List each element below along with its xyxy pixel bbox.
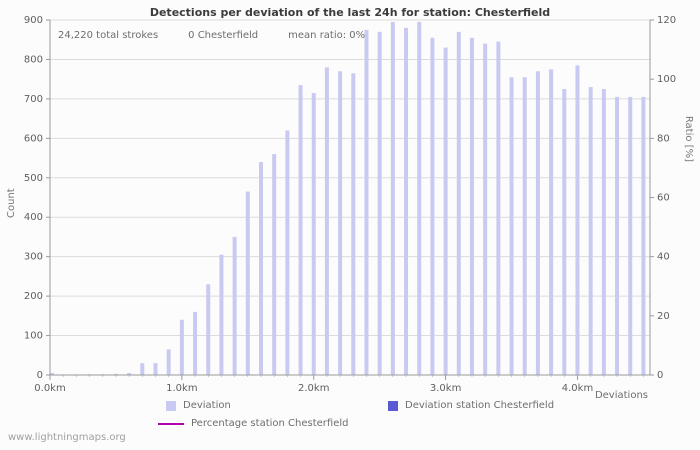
x-tick-label: 1.0km bbox=[166, 383, 197, 394]
mean-ratio-text: mean ratio: 0% bbox=[288, 30, 366, 41]
x-tick-label: 2.0km bbox=[298, 383, 329, 394]
y-tick-label-left: 700 bbox=[24, 94, 43, 105]
total-strokes-text: 24,220 total strokes bbox=[58, 30, 159, 41]
y-tick-label-left: 800 bbox=[24, 54, 43, 65]
chart-title: Detections per deviation of the last 24h… bbox=[149, 6, 551, 19]
y-axis-label-left: Count bbox=[6, 188, 17, 218]
station-swatch-icon bbox=[388, 400, 398, 411]
bar bbox=[575, 65, 580, 375]
bar bbox=[469, 37, 474, 375]
legend-item-deviation: Deviation bbox=[166, 400, 231, 411]
bar bbox=[166, 349, 171, 375]
y-axis-label-right: Ratio [%] bbox=[683, 115, 694, 162]
chart-stats: 24,220 total strokes 0 Chesterfield mean… bbox=[58, 30, 365, 41]
bar bbox=[338, 71, 343, 376]
gridlines bbox=[50, 19, 650, 337]
bar bbox=[601, 89, 606, 376]
legend-item-station: Deviation station Chesterfield bbox=[388, 400, 554, 411]
y-tick-label-left: 200 bbox=[24, 291, 43, 302]
y-tick-label-right: 80 bbox=[657, 133, 670, 144]
bar bbox=[140, 363, 145, 375]
legend-label-station: Deviation station Chesterfield bbox=[405, 400, 555, 411]
bar bbox=[258, 162, 263, 375]
bar bbox=[193, 311, 198, 375]
y-tick-label-right: 0 bbox=[657, 370, 663, 381]
bar bbox=[324, 67, 329, 375]
y-tick-label-right: 100 bbox=[657, 74, 676, 85]
bar bbox=[562, 89, 567, 376]
bar bbox=[443, 47, 448, 375]
y-tick-label-right: 20 bbox=[657, 311, 670, 322]
x-tick-label: 0.0km bbox=[34, 383, 65, 394]
axes: 0 100 200 300 400 500 600 700 800 900 0 20 40 60 80 100… bbox=[24, 15, 676, 394]
bar bbox=[272, 154, 277, 375]
bar bbox=[496, 41, 501, 375]
legend-item-percentage: Percentage station Chesterfield bbox=[158, 418, 348, 429]
bar bbox=[377, 31, 382, 375]
bar bbox=[206, 284, 211, 375]
bar bbox=[628, 96, 633, 376]
bar bbox=[364, 29, 369, 375]
bar bbox=[456, 31, 461, 375]
y-tick-label-right: 60 bbox=[657, 193, 670, 204]
bar bbox=[588, 87, 593, 376]
y-tick-label-left: 500 bbox=[24, 173, 43, 184]
bar bbox=[50, 373, 54, 375]
bar bbox=[153, 363, 158, 375]
bar bbox=[535, 71, 540, 376]
watermark: www.lightningmaps.org bbox=[8, 432, 126, 443]
bar bbox=[404, 27, 409, 376]
bar bbox=[390, 21, 395, 375]
bar bbox=[522, 77, 527, 375]
bar bbox=[298, 85, 303, 375]
x-axis-label: Deviations bbox=[594, 390, 648, 401]
bar bbox=[549, 69, 554, 376]
y-tick-label-right: 40 bbox=[657, 252, 670, 263]
x-tick-label: 3.0km bbox=[430, 383, 461, 394]
percentage-line-swatch-icon bbox=[158, 422, 184, 425]
bar bbox=[127, 373, 132, 375]
bar bbox=[430, 37, 435, 375]
bar bbox=[509, 77, 514, 375]
deviation-swatch-icon bbox=[166, 400, 176, 411]
bar bbox=[285, 130, 290, 375]
bar bbox=[113, 373, 118, 375]
y-tick-label-left: 300 bbox=[24, 252, 43, 263]
bar bbox=[615, 96, 620, 376]
station-strokes-text: 0 Chesterfield bbox=[188, 30, 259, 41]
bar-series bbox=[50, 21, 646, 376]
bar bbox=[417, 21, 422, 375]
bar bbox=[641, 96, 646, 376]
y-tick-label-left: 900 bbox=[24, 15, 43, 26]
bar bbox=[219, 254, 224, 375]
y-tick-label-right: 120 bbox=[657, 15, 676, 26]
y-tick-label-left: 0 bbox=[37, 370, 43, 381]
bar bbox=[232, 236, 237, 375]
y-tick-label-left: 600 bbox=[24, 133, 43, 144]
legend-label-percentage: Percentage station Chesterfield bbox=[191, 418, 349, 429]
y-tick-label-left: 400 bbox=[24, 212, 43, 223]
y-tick-label-left: 100 bbox=[24, 331, 43, 342]
bar bbox=[483, 43, 488, 376]
legend-label-deviation: Deviation bbox=[183, 400, 231, 411]
bar bbox=[311, 92, 316, 375]
bar bbox=[351, 73, 356, 375]
bar bbox=[179, 319, 184, 375]
bar bbox=[245, 191, 250, 375]
x-tick-label: 4.0km bbox=[562, 383, 593, 394]
